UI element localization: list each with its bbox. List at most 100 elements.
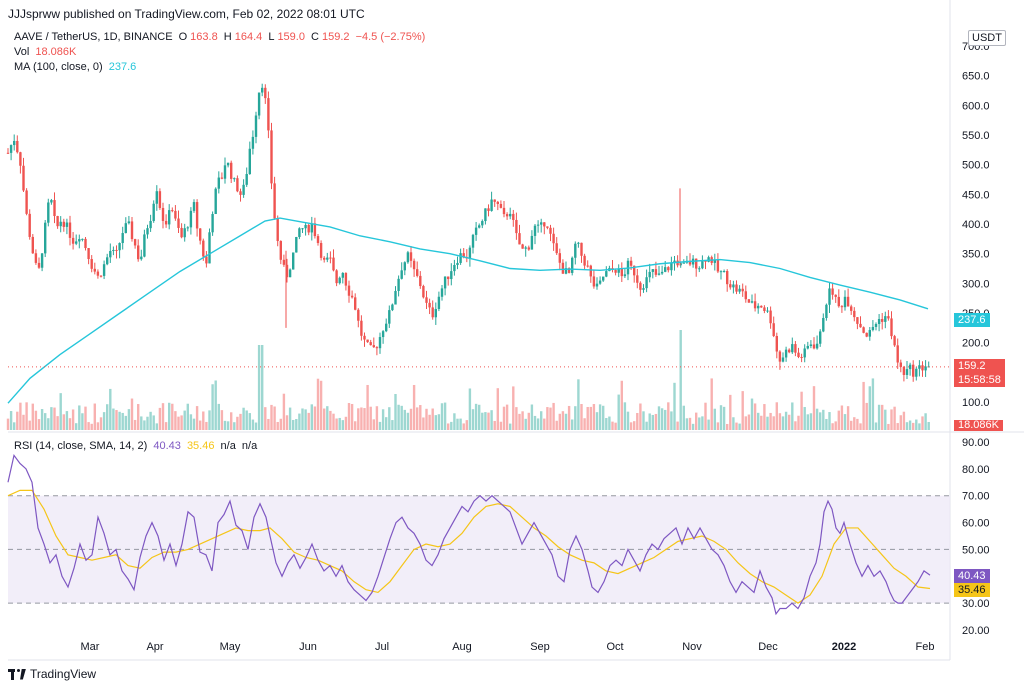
volume-label[interactable]: Vol	[14, 46, 30, 58]
candle-body	[310, 223, 313, 233]
volume-bar	[189, 414, 193, 430]
candle-body	[428, 302, 431, 308]
volume-bar	[146, 416, 149, 430]
candle-body	[257, 92, 261, 116]
volume-bar	[71, 409, 75, 430]
volume-bar	[788, 414, 791, 430]
candle-body	[741, 288, 744, 292]
currency-button[interactable]: USDT	[968, 30, 1006, 46]
candle-body	[124, 223, 127, 234]
candle-body	[347, 285, 351, 296]
volume-bar	[679, 330, 682, 430]
time-tick-label: 2022	[832, 641, 856, 653]
candle-body	[22, 165, 25, 191]
volume-bar	[208, 410, 211, 430]
volume-bar	[856, 418, 859, 430]
volume-bar	[884, 409, 887, 430]
symbol-legend: AAVE / TetherUS, 1D, BINANCE O 163.8 H 164…	[14, 31, 428, 43]
candle-body	[881, 319, 884, 322]
candle-body	[440, 288, 444, 297]
candle-body	[797, 352, 800, 358]
candle-body	[831, 288, 834, 295]
ma-label[interactable]: MA (100, close, 0)	[14, 61, 103, 73]
high-label: H	[223, 31, 232, 43]
candle-body	[462, 253, 465, 258]
volume-bar	[918, 423, 921, 430]
candle-body	[447, 276, 450, 280]
candle-body	[459, 253, 462, 263]
volume-bar	[865, 402, 868, 430]
candle-body	[868, 330, 871, 337]
candle-body	[180, 227, 183, 238]
volume-bar	[633, 421, 636, 430]
volume-bar	[729, 394, 732, 430]
volume-bar	[99, 417, 103, 430]
volume-bar	[344, 416, 348, 430]
close-value: 159.2	[321, 31, 350, 43]
volume-bar	[372, 419, 375, 430]
volume-bar	[450, 421, 453, 430]
candle-body	[536, 224, 540, 226]
candle-body	[220, 177, 224, 179]
candle-body	[239, 191, 242, 195]
volume-bar	[140, 416, 143, 430]
candle-body	[496, 201, 499, 204]
volume-bar	[127, 409, 131, 430]
volume-bar	[648, 413, 651, 430]
candle-body	[50, 200, 53, 203]
candle-body	[146, 228, 149, 235]
candle-body	[19, 152, 22, 166]
candle-body	[158, 191, 162, 208]
candle-body	[809, 344, 813, 346]
tradingview-brand[interactable]: TradingView	[8, 667, 96, 681]
volume-bar	[68, 418, 72, 430]
volume-bar	[629, 422, 633, 430]
volume-bar	[121, 412, 124, 430]
candle-body	[629, 260, 633, 266]
volume-bar	[264, 407, 267, 430]
candle-body	[667, 267, 670, 271]
volume-bar	[59, 393, 62, 430]
candle-body	[859, 323, 862, 328]
candle-body	[202, 240, 205, 257]
volume-bar	[180, 415, 183, 430]
volume-bar	[310, 404, 313, 430]
time-tick-label: Jul	[375, 641, 389, 653]
volume-bar	[493, 420, 496, 430]
candle-body	[217, 177, 220, 189]
volume-badge: 18.086K	[954, 420, 1003, 431]
symbol-name[interactable]: AAVE / TetherUS, 1D, BINANCE	[14, 31, 173, 43]
candle-body	[915, 368, 918, 377]
volume-bar	[657, 406, 661, 430]
candle-body	[902, 366, 906, 375]
volume-bar	[106, 404, 109, 430]
candle-body	[524, 247, 527, 249]
volume-bar	[719, 405, 723, 430]
volume-bar	[298, 413, 301, 430]
candle-body	[899, 362, 902, 367]
candle-body	[273, 183, 276, 219]
volume-bar	[34, 410, 38, 430]
candle-body	[341, 272, 344, 278]
rsi-ma-badge: 35.46	[954, 583, 990, 597]
time-tick-label: Nov	[682, 641, 702, 653]
candle-body	[205, 256, 208, 264]
volume-bar	[13, 422, 16, 430]
rsi-label[interactable]: RSI (14, close, SMA, 14, 2)	[14, 440, 148, 452]
volume-bar	[428, 414, 431, 430]
candle-body	[633, 265, 636, 276]
volume-bar	[812, 386, 816, 430]
volume-bar	[890, 409, 893, 430]
candle-body	[533, 225, 537, 236]
candle-body	[806, 345, 809, 349]
candle-body	[419, 275, 422, 287]
change-value: −4.5 (−2.75%)	[355, 31, 426, 43]
volume-bar	[784, 411, 788, 430]
volume-bar	[574, 406, 577, 430]
volume-bar	[595, 412, 599, 430]
volume-bar	[22, 414, 25, 430]
volume-bar	[772, 416, 775, 430]
rsi-badge: 40.43	[954, 569, 990, 583]
volume-bar	[93, 403, 96, 430]
